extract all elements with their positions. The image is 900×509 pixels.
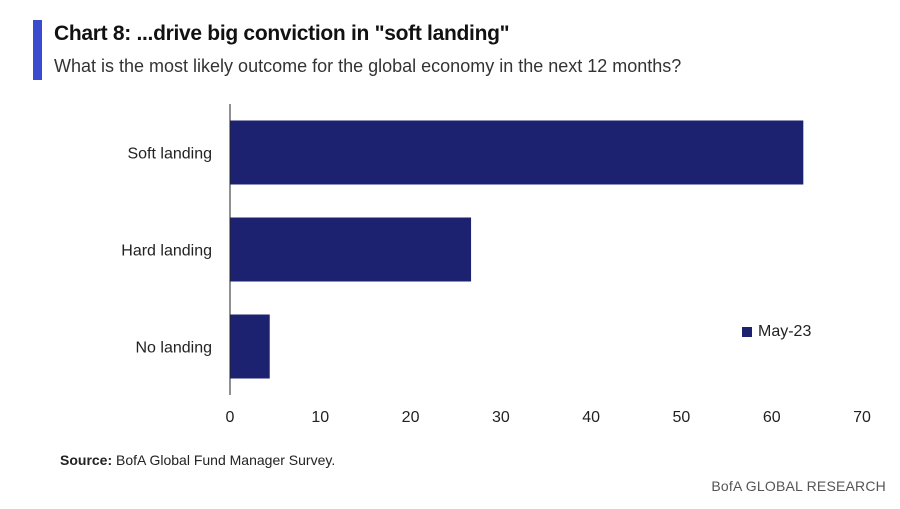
x-tick-label: 70 [853, 409, 871, 426]
x-tick-label: 20 [402, 409, 420, 426]
chart-title: Chart 8: ...drive big conviction in "sof… [54, 22, 510, 45]
x-tick-labels-group: 0 10 20 30 40 50 60 70 [226, 409, 871, 426]
x-tick-label: 0 [226, 409, 235, 426]
source-note: Source: BofA Global Fund Manager Survey. [60, 452, 335, 468]
legend-label: May-23 [758, 323, 812, 340]
bar-soft-landing [230, 120, 804, 185]
legend-swatch [742, 327, 752, 337]
bars-group [230, 120, 804, 379]
brand-footer: BofA GLOBAL RESEARCH [711, 478, 886, 494]
bar-hard-landing [230, 217, 472, 282]
x-tick-label: 40 [582, 409, 600, 426]
source-label: Source: [60, 452, 113, 468]
x-tick-label: 60 [763, 409, 781, 426]
category-label: No landing [136, 340, 213, 357]
bar-no-landing [230, 314, 270, 379]
category-label: Hard landing [121, 243, 212, 260]
x-tick-label: 50 [673, 409, 691, 426]
category-labels-group: Soft landing Hard landing No landing [121, 146, 212, 357]
legend: May-23 [742, 323, 811, 341]
source-text: BofA Global Fund Manager Survey. [112, 452, 336, 468]
category-label: Soft landing [127, 146, 212, 163]
x-tick-label: 30 [492, 409, 510, 426]
x-tick-label: 10 [311, 409, 329, 426]
chart-subtitle: What is the most likely outcome for the … [54, 56, 682, 76]
title-accent-bar [33, 20, 42, 80]
